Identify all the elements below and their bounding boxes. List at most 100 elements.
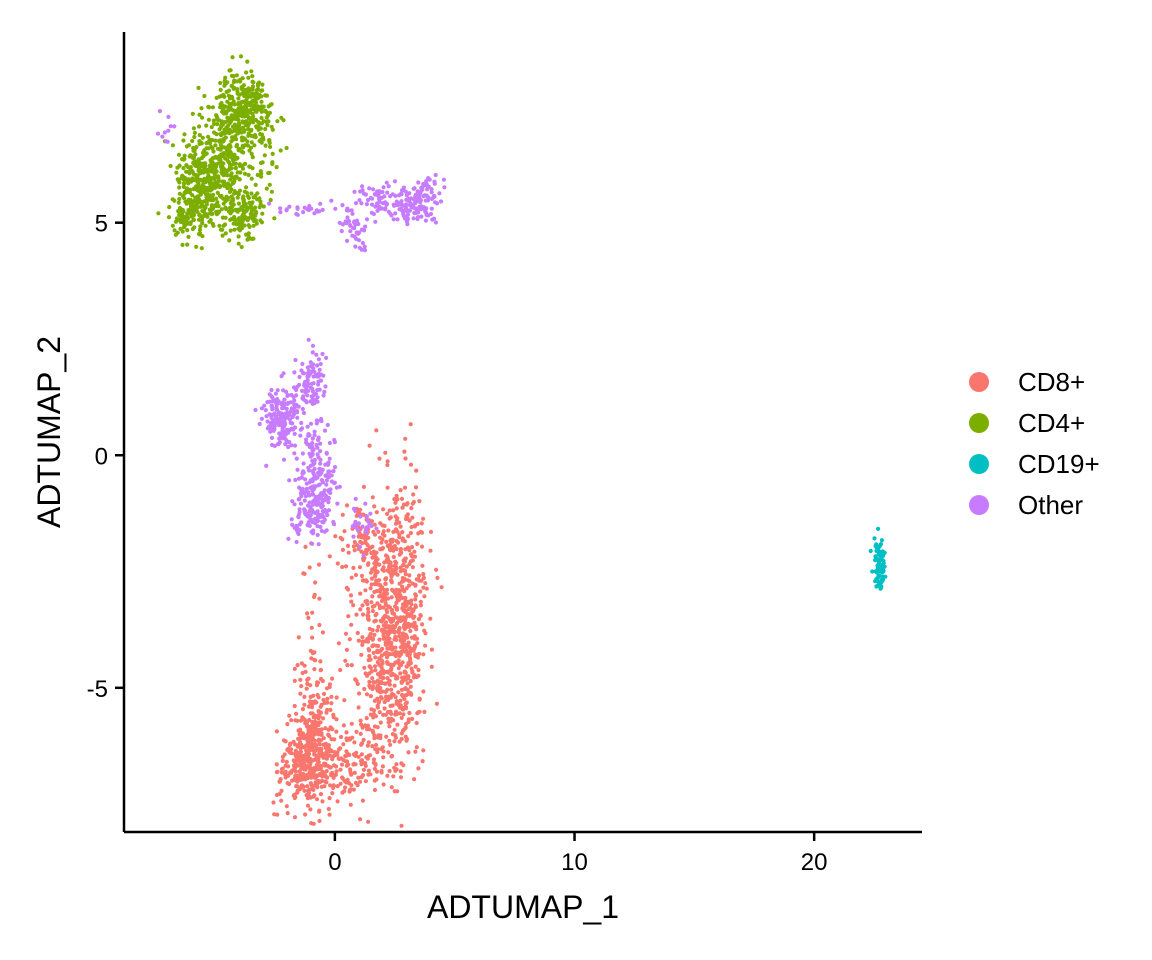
data-point: [435, 575, 440, 581]
data-point: [257, 205, 262, 210]
data-point: [399, 550, 404, 556]
data-point: [356, 754, 361, 759]
data-point: [415, 541, 420, 547]
data-point: [310, 458, 315, 463]
data-point: [377, 562, 382, 567]
data-point: [207, 180, 212, 185]
data-point: [311, 693, 316, 698]
data-point: [417, 696, 422, 701]
data-point: [188, 165, 193, 170]
data-point: [282, 752, 287, 757]
data-point: [320, 500, 325, 505]
data-point: [285, 747, 290, 753]
data-point: [386, 528, 391, 533]
data-point: [184, 189, 189, 195]
data-point: [371, 650, 376, 656]
data-point: [383, 597, 388, 602]
data-point: [408, 422, 413, 427]
data-point: [193, 152, 198, 157]
data-point: [312, 793, 317, 798]
data-point: [344, 730, 349, 735]
data-point: [227, 104, 232, 109]
data-point: [336, 756, 341, 761]
data-point: [411, 607, 416, 612]
data-point: [406, 621, 411, 627]
data-point: [393, 521, 399, 526]
data-point: [172, 124, 177, 129]
data-point: [257, 105, 263, 110]
data-point: [434, 567, 439, 572]
data-point: [434, 201, 440, 206]
data-point: [308, 478, 313, 483]
data-point: [369, 576, 375, 581]
data-point: [314, 352, 319, 357]
data-point: [203, 152, 208, 157]
data-point: [369, 582, 374, 587]
data-point: [412, 620, 417, 625]
data-point: [318, 201, 323, 206]
data-point: [408, 530, 413, 536]
data-point: [299, 742, 304, 747]
data-point: [382, 194, 387, 199]
data-point: [315, 518, 320, 523]
data-point: [310, 519, 315, 525]
data-point: [381, 671, 386, 676]
data-point: [324, 528, 329, 533]
data-point: [358, 591, 363, 596]
data-point: [221, 104, 226, 109]
data-point: [400, 587, 405, 592]
data-point: [413, 523, 418, 528]
data-point: [204, 192, 209, 197]
data-point: [360, 524, 365, 529]
data-point: [191, 126, 196, 131]
data-point: [310, 651, 315, 656]
data-point: [286, 536, 291, 542]
data-point: [272, 216, 277, 221]
data-point: [358, 607, 363, 612]
data-point: [337, 220, 342, 225]
data-point: [335, 501, 340, 506]
data-point: [335, 561, 340, 566]
data-point: [236, 122, 241, 127]
legend-item: CD8+: [969, 367, 1085, 397]
data-point: [206, 134, 211, 139]
data-point: [372, 561, 377, 566]
data-point: [280, 429, 285, 434]
data-point: [308, 737, 313, 742]
data-point: [365, 606, 371, 612]
data-point: [359, 201, 364, 206]
data-point: [398, 565, 403, 570]
legend-label: Other: [1018, 490, 1083, 520]
data-point: [412, 673, 417, 678]
data-point: [397, 535, 402, 540]
data-point: [319, 528, 324, 534]
data-point: [876, 526, 881, 532]
data-point: [312, 738, 318, 743]
data-point: [392, 789, 397, 794]
data-point: [318, 765, 323, 771]
data-point: [315, 524, 320, 529]
data-point: [318, 668, 323, 673]
data-point: [242, 223, 247, 228]
data-point: [289, 718, 294, 723]
data-point: [352, 540, 357, 545]
data-point: [396, 666, 401, 671]
data-point: [379, 628, 384, 633]
data-point: [211, 192, 216, 197]
data-point: [194, 145, 199, 150]
data-point: [399, 715, 404, 721]
data-point: [352, 226, 357, 231]
data-point: [428, 548, 433, 553]
data-point: [332, 737, 337, 742]
data-point: [182, 225, 187, 230]
data-point: [377, 197, 382, 202]
data-point: [342, 529, 347, 534]
data-point: [378, 675, 383, 680]
data-point: [191, 217, 196, 222]
data-point: [210, 185, 216, 190]
data-point: [215, 115, 220, 120]
data-point: [295, 415, 300, 420]
data-point: [381, 712, 386, 718]
data-point: [372, 603, 377, 608]
data-point: [290, 522, 295, 528]
